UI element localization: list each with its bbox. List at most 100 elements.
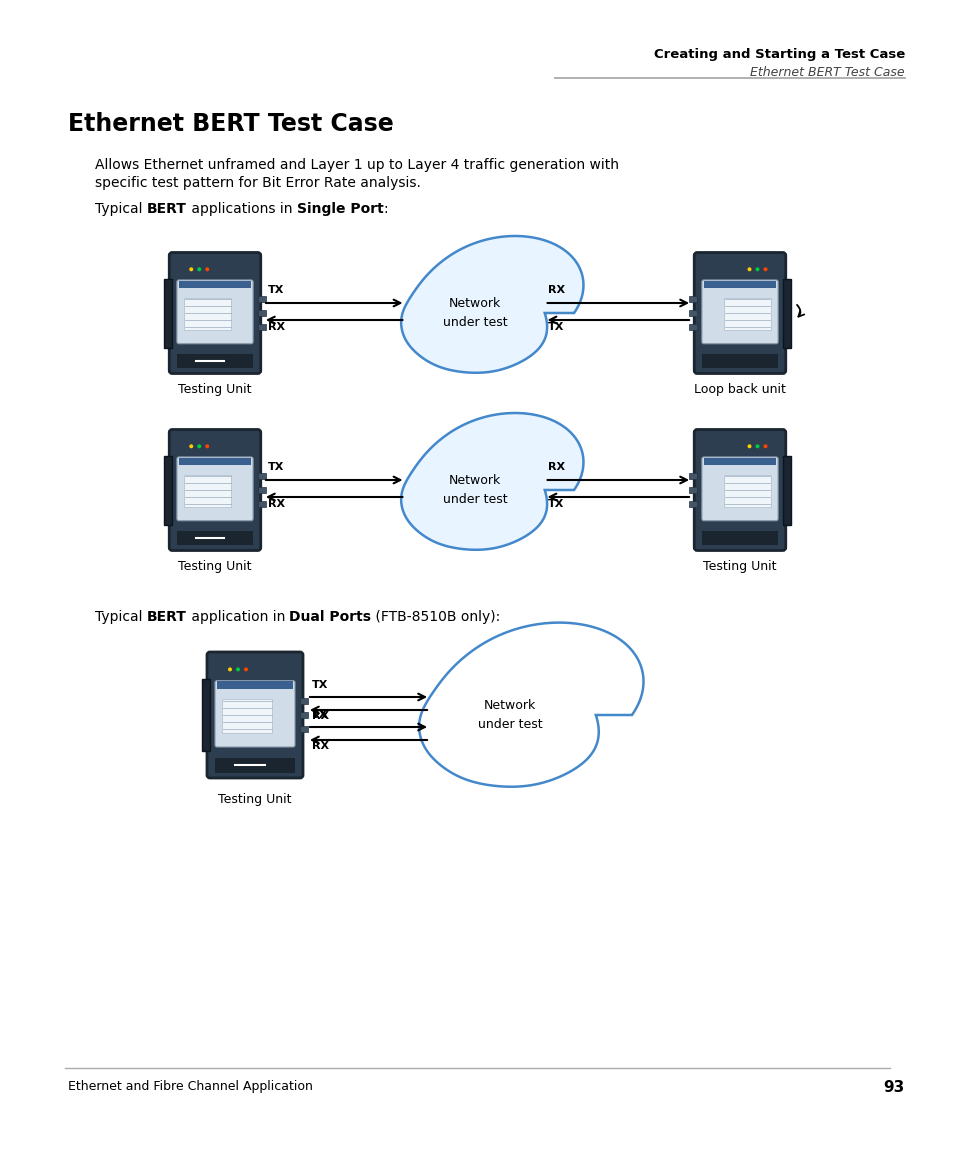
Bar (216, 681, 293, 688)
Text: TX: TX (547, 322, 563, 331)
FancyBboxPatch shape (207, 653, 303, 778)
FancyBboxPatch shape (701, 457, 778, 520)
Bar (703, 458, 776, 465)
Text: RX: RX (312, 710, 329, 721)
Bar (299, 698, 308, 704)
Text: Allows Ethernet unframed and Layer 1 up to Layer 4 traffic generation with: Allows Ethernet unframed and Layer 1 up … (95, 158, 618, 172)
Bar (688, 487, 697, 493)
Text: Loop back unit: Loop back unit (694, 382, 785, 396)
Bar (701, 531, 778, 545)
Bar (257, 297, 266, 302)
Text: RX: RX (312, 741, 329, 751)
Text: Ethernet BERT Test Case: Ethernet BERT Test Case (68, 112, 394, 136)
Text: TX: TX (268, 285, 284, 296)
Text: Typical: Typical (95, 202, 147, 216)
Bar (164, 455, 172, 525)
Bar (688, 297, 697, 302)
Text: Testing Unit: Testing Unit (218, 793, 292, 806)
Text: Testing Unit: Testing Unit (178, 560, 252, 573)
Text: (FTB-8510B only):: (FTB-8510B only): (371, 610, 500, 624)
FancyBboxPatch shape (169, 253, 260, 373)
Circle shape (205, 268, 209, 271)
FancyBboxPatch shape (176, 280, 253, 344)
Circle shape (197, 444, 201, 449)
Text: Testing Unit: Testing Unit (178, 382, 252, 396)
Bar (688, 501, 697, 506)
Text: Creating and Starting a Test Case: Creating and Starting a Test Case (653, 48, 904, 61)
Bar (688, 323, 697, 330)
Circle shape (747, 444, 751, 449)
Text: RX: RX (268, 322, 285, 331)
Text: 93: 93 (882, 1080, 904, 1095)
Text: BERT: BERT (147, 610, 187, 624)
Text: Ethernet BERT Test Case: Ethernet BERT Test Case (750, 66, 904, 79)
Text: TX: TX (312, 710, 328, 720)
Bar (184, 475, 231, 508)
Polygon shape (401, 236, 583, 373)
Polygon shape (418, 622, 643, 787)
FancyBboxPatch shape (694, 253, 785, 373)
Circle shape (244, 668, 248, 671)
Text: :: : (383, 202, 388, 216)
FancyBboxPatch shape (214, 680, 294, 748)
Text: RX: RX (268, 500, 285, 509)
Text: Dual Ports: Dual Ports (289, 610, 371, 624)
Text: application in: application in (187, 610, 289, 624)
Bar (164, 278, 172, 348)
Text: TX: TX (547, 500, 563, 509)
Bar (179, 280, 251, 287)
FancyBboxPatch shape (169, 430, 260, 551)
FancyBboxPatch shape (694, 430, 785, 551)
Text: specific test pattern for Bit Error Rate analysis.: specific test pattern for Bit Error Rate… (95, 176, 420, 190)
Text: RX: RX (547, 462, 564, 472)
Bar (703, 280, 776, 287)
Bar (781, 455, 790, 525)
Text: Network
under test: Network under test (477, 699, 541, 731)
Circle shape (197, 268, 201, 271)
Text: Single Port: Single Port (296, 202, 383, 216)
Bar (723, 475, 771, 508)
Bar (179, 458, 251, 465)
Circle shape (189, 268, 193, 271)
Bar (781, 278, 790, 348)
Bar (257, 309, 266, 316)
Text: TX: TX (312, 680, 328, 690)
Polygon shape (401, 413, 583, 549)
Circle shape (235, 668, 240, 671)
Bar (214, 758, 294, 773)
Text: Network
under test: Network under test (442, 474, 507, 506)
Circle shape (189, 444, 193, 449)
Text: Testing Unit: Testing Unit (702, 560, 776, 573)
Text: BERT: BERT (147, 202, 187, 216)
Bar (177, 355, 253, 369)
Text: Typical: Typical (95, 610, 147, 624)
Bar (701, 355, 778, 369)
Text: RX: RX (547, 285, 564, 296)
Bar (184, 298, 231, 330)
Text: Ethernet and Fibre Channel Application: Ethernet and Fibre Channel Application (68, 1080, 313, 1093)
Circle shape (747, 268, 751, 271)
Text: Network
under test: Network under test (442, 297, 507, 329)
Bar (222, 699, 272, 732)
Bar (202, 679, 210, 751)
Bar (688, 309, 697, 316)
Bar (177, 531, 253, 545)
Bar (299, 727, 308, 732)
Circle shape (755, 268, 759, 271)
FancyBboxPatch shape (176, 457, 253, 520)
Text: applications in: applications in (187, 202, 296, 216)
Circle shape (205, 444, 209, 449)
Text: TX: TX (268, 462, 284, 472)
Circle shape (228, 668, 232, 671)
Bar (257, 473, 266, 479)
Bar (257, 323, 266, 330)
Circle shape (755, 444, 759, 449)
Bar (257, 487, 266, 493)
Bar (688, 473, 697, 479)
Bar (723, 298, 771, 330)
Bar (257, 501, 266, 506)
FancyBboxPatch shape (701, 280, 778, 344)
Circle shape (762, 444, 767, 449)
Bar (299, 712, 308, 717)
Circle shape (762, 268, 767, 271)
